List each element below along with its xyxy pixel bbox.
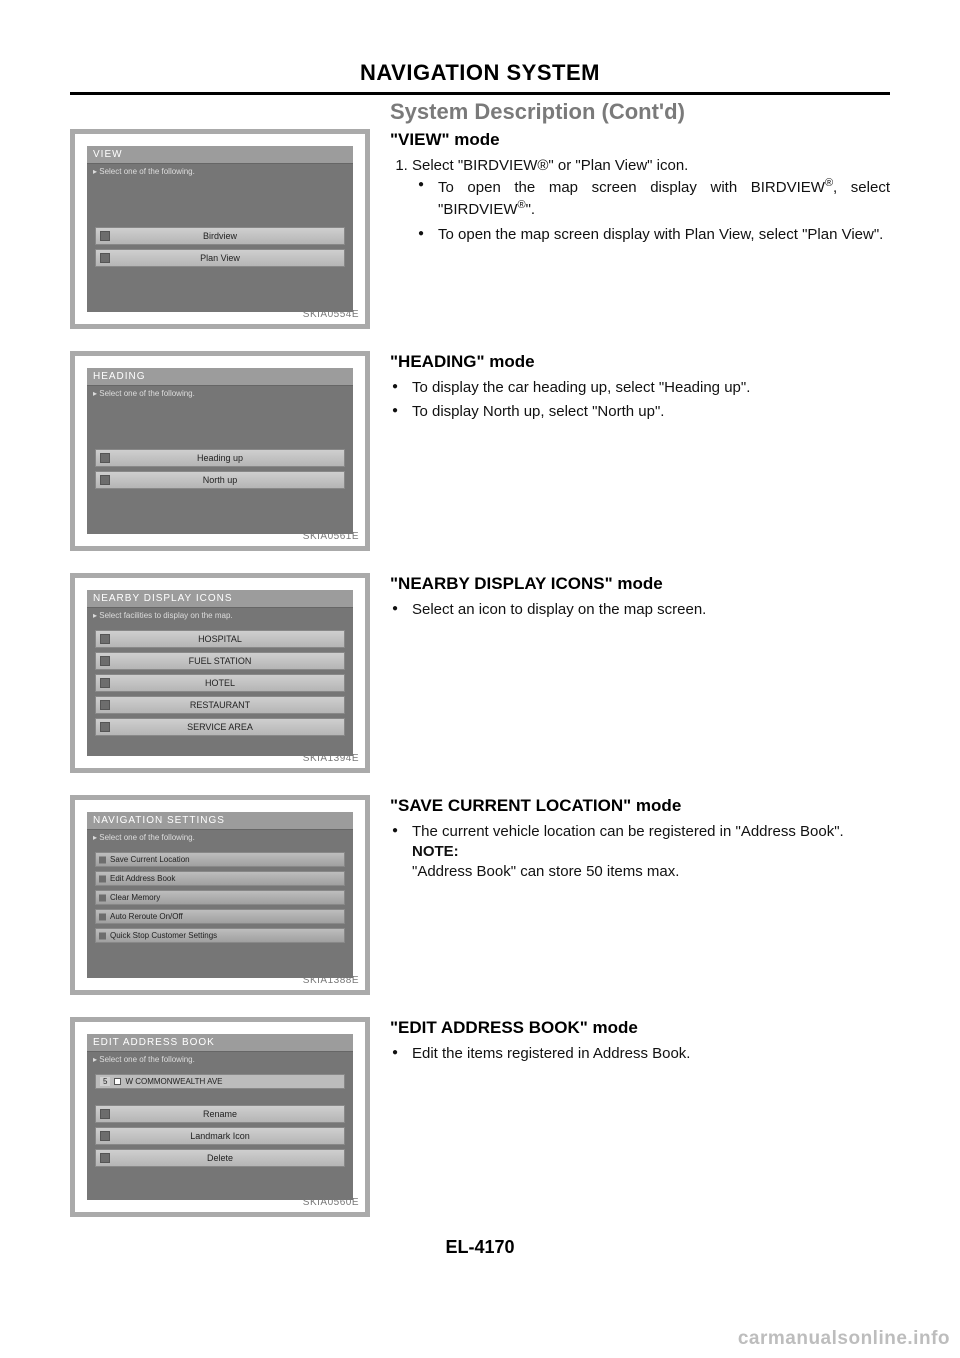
screen: HEADING ▸ Select one of the following. H…: [87, 368, 353, 534]
step: Select "BIRDVIEW®" or "Plan View" icon. …: [412, 156, 890, 245]
step-list: Select "BIRDVIEW®" or "Plan View" icon. …: [390, 156, 890, 245]
menu-item: Plan View: [95, 249, 345, 267]
figure-code: SKIA0561E: [303, 531, 359, 542]
bullet-list: Select an icon to display on the map scr…: [390, 600, 890, 620]
row-edit: EDIT ADDRESS BOOK ▸ Select one of the fo…: [70, 1017, 890, 1217]
menu-item: SERVICE AREA: [95, 718, 345, 736]
thumb-col: NEARBY DISPLAY ICONS ▸ Select facilities…: [70, 573, 370, 773]
screen: NAVIGATION SETTINGS ▸ Select one of the …: [87, 812, 353, 978]
desc-save: "SAVE CURRENT LOCATION" mode The current…: [390, 795, 890, 887]
mode-title: "SAVE CURRENT LOCATION" mode: [390, 795, 890, 818]
spacer: [95, 1093, 345, 1101]
screen-hint: ▸ Select one of the following.: [87, 1052, 353, 1070]
screenshot-navset: NAVIGATION SETTINGS ▸ Select one of the …: [70, 795, 370, 995]
row-heading: HEADING ▸ Select one of the following. H…: [70, 351, 890, 551]
desc-view: "VIEW" mode Select "BIRDVIEW®" or "Plan …: [390, 129, 890, 249]
bullet-text: The current vehicle location can be regi…: [412, 823, 844, 840]
menu-item: HOSPITAL: [95, 630, 345, 648]
bullet: The current vehicle location can be regi…: [412, 822, 890, 883]
menu-item: Edit Address Book: [95, 871, 345, 886]
bullet-list: Edit the items registered in Address Boo…: [390, 1044, 890, 1064]
screen-hint: ▸ Select one of the following.: [87, 386, 353, 404]
figure-code: SKIA0560E: [303, 1197, 359, 1208]
mode-title: "NEARBY DISPLAY ICONS" mode: [390, 573, 890, 596]
screen-title: NAVIGATION SETTINGS: [87, 812, 353, 830]
screenshot-view: VIEW ▸ Select one of the following. Bird…: [70, 129, 370, 329]
menu-item: FUEL STATION: [95, 652, 345, 670]
bullet-list: To display the car heading up, select "H…: [390, 378, 890, 423]
address-row: 5 W COMMONWEALTH AVE: [95, 1074, 345, 1089]
thumb-col: EDIT ADDRESS BOOK ▸ Select one of the fo…: [70, 1017, 370, 1217]
screen-body: 5 W COMMONWEALTH AVE Rename Landmark Ico…: [87, 1070, 353, 1200]
screenshot-heading: HEADING ▸ Select one of the following. H…: [70, 351, 370, 551]
screen-body: Birdview Plan View: [87, 182, 353, 312]
chapter-title: NAVIGATION SYSTEM: [70, 60, 890, 86]
screen: NEARBY DISPLAY ICONS ▸ Select facilities…: [87, 590, 353, 756]
screen-title: VIEW: [87, 146, 353, 164]
address-num: 5: [100, 1077, 110, 1086]
screen-body: Save Current Location Edit Address Book …: [87, 848, 353, 978]
mode-title: "HEADING" mode: [390, 351, 890, 374]
sub-item: To open the map screen display with BIRD…: [438, 176, 890, 221]
screen-title: HEADING: [87, 368, 353, 386]
menu-item: Delete: [95, 1149, 345, 1167]
screen-title: EDIT ADDRESS BOOK: [87, 1034, 353, 1052]
screen-body: Heading up North up: [87, 404, 353, 534]
bullet: Select an icon to display on the map scr…: [412, 600, 890, 620]
manual-page: NAVIGATION SYSTEM System Description (Co…: [0, 0, 960, 1358]
screen: EDIT ADDRESS BOOK ▸ Select one of the fo…: [87, 1034, 353, 1200]
desc-heading: "HEADING" mode To display the car headin…: [390, 351, 890, 426]
desc-nearby: "NEARBY DISPLAY ICONS" mode Select an ic…: [390, 573, 890, 624]
step-text: Select "BIRDVIEW®" or "Plan View" icon.: [412, 157, 688, 174]
reg-icon: ®: [518, 199, 526, 211]
row-view: VIEW ▸ Select one of the following. Bird…: [70, 129, 890, 329]
address-text: W COMMONWEALTH AVE: [125, 1077, 222, 1086]
bullet: To display North up, select "North up".: [412, 402, 890, 422]
figure-code: SKIA0554E: [303, 309, 359, 320]
mode-title: "EDIT ADDRESS BOOK" mode: [390, 1017, 890, 1040]
screen-hint: ▸ Select one of the following.: [87, 830, 353, 848]
screenshot-editab: EDIT ADDRESS BOOK ▸ Select one of the fo…: [70, 1017, 370, 1217]
thumb-col: NAVIGATION SETTINGS ▸ Select one of the …: [70, 795, 370, 995]
desc-edit: "EDIT ADDRESS BOOK" mode Edit the items …: [390, 1017, 890, 1068]
menu-item: North up: [95, 471, 345, 489]
screenshot-nearby: NEARBY DISPLAY ICONS ▸ Select facilities…: [70, 573, 370, 773]
screen-body: HOSPITAL FUEL STATION HOTEL RESTAURANT S…: [87, 626, 353, 756]
screen-title: NEARBY DISPLAY ICONS: [87, 590, 353, 608]
thumb-col: VIEW ▸ Select one of the following. Bird…: [70, 129, 370, 329]
row-save: NAVIGATION SETTINGS ▸ Select one of the …: [70, 795, 890, 995]
note-label: NOTE:: [412, 843, 459, 860]
reg-icon: ®: [825, 177, 833, 189]
note-text: "Address Book" can store 50 items max.: [412, 863, 679, 880]
row-nearby: NEARBY DISPLAY ICONS ▸ Select facilities…: [70, 573, 890, 773]
menu-item: Quick Stop Customer Settings: [95, 928, 345, 943]
sub-item: To open the map screen display with Plan…: [438, 225, 890, 245]
section-subtitle: System Description (Cont'd): [70, 99, 890, 125]
divider: [70, 92, 890, 95]
screen-hint: ▸ Select facilities to display on the ma…: [87, 608, 353, 626]
menu-item: Birdview: [95, 227, 345, 245]
watermark: carmanualsonline.info: [738, 1328, 950, 1350]
figure-code: SKIA1394E: [303, 753, 359, 764]
thumb-col: HEADING ▸ Select one of the following. H…: [70, 351, 370, 551]
page-number: EL-4170: [70, 1237, 890, 1258]
content-block: VIEW ▸ Select one of the following. Bird…: [70, 129, 890, 1217]
menu-item: Clear Memory: [95, 890, 345, 905]
figure-code: SKIA1388E: [303, 975, 359, 986]
mode-title: "VIEW" mode: [390, 129, 890, 152]
menu-item: Heading up: [95, 449, 345, 467]
menu-item: Rename: [95, 1105, 345, 1123]
menu-item: Landmark Icon: [95, 1127, 345, 1145]
menu-item: Save Current Location: [95, 852, 345, 867]
marker-icon: [114, 1078, 121, 1085]
screen: VIEW ▸ Select one of the following. Bird…: [87, 146, 353, 312]
screen-hint: ▸ Select one of the following.: [87, 164, 353, 182]
menu-item: Auto Reroute On/Off: [95, 909, 345, 924]
bullet: Edit the items registered in Address Boo…: [412, 1044, 890, 1064]
sub-list: To open the map screen display with BIRD…: [412, 176, 890, 245]
bullet-list: The current vehicle location can be regi…: [390, 822, 890, 883]
bullet: To display the car heading up, select "H…: [412, 378, 890, 398]
menu-item: HOTEL: [95, 674, 345, 692]
menu-item: RESTAURANT: [95, 696, 345, 714]
